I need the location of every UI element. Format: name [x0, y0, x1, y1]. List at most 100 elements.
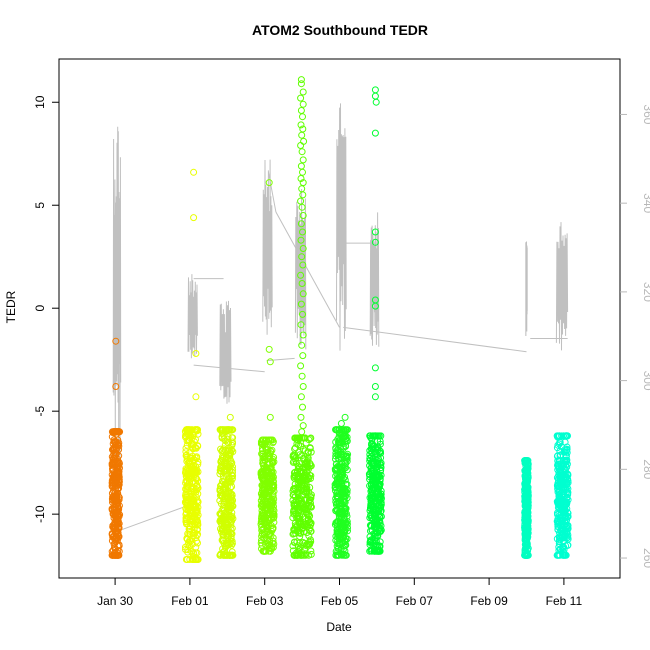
data-point [223, 483, 231, 491]
data-point [115, 542, 123, 550]
y2-tick-label: 320 [641, 282, 650, 302]
data-point [368, 448, 376, 456]
outlier-point [299, 156, 307, 164]
data-point [299, 454, 307, 462]
data-point [342, 551, 350, 559]
data-point [342, 435, 350, 443]
data-point [218, 520, 226, 528]
outlier-point [298, 341, 306, 349]
data-point [115, 428, 123, 436]
data-point [522, 510, 530, 518]
data-point [371, 530, 379, 537]
outlier-point [298, 203, 306, 211]
data-point [219, 493, 226, 501]
data-point [563, 443, 571, 451]
data-point [114, 482, 122, 489]
data-point [223, 520, 231, 528]
data-point [227, 478, 235, 486]
data-point [522, 530, 530, 538]
data-point [261, 519, 268, 527]
data-point [332, 426, 340, 434]
data-point [333, 475, 341, 482]
outlier-point [297, 271, 305, 279]
outlier-point [192, 350, 200, 357]
outlier-point [337, 420, 345, 427]
data-point [341, 537, 349, 545]
data-point [307, 536, 314, 544]
data-point [564, 522, 572, 530]
data-point [297, 499, 305, 507]
data-point [289, 542, 297, 550]
data-point [307, 527, 315, 535]
outlier-point [265, 179, 273, 187]
data-point [523, 469, 531, 477]
data-point [184, 548, 192, 556]
data-point [183, 437, 191, 445]
data-point [372, 475, 380, 483]
line-series-segment [116, 504, 191, 532]
data-point [290, 486, 298, 494]
data-point [113, 428, 120, 436]
data-point [296, 467, 304, 475]
data-point [222, 542, 230, 550]
data-point [557, 475, 565, 483]
data-point [258, 517, 266, 525]
data-point [562, 448, 570, 456]
y-tick-label: -5 [33, 406, 47, 417]
data-point [521, 524, 529, 532]
data-point [184, 541, 192, 549]
data-point [341, 473, 349, 481]
data-point [269, 468, 277, 476]
y-tick-label: 10 [33, 95, 47, 109]
data-point [369, 455, 377, 463]
data-point [369, 470, 377, 478]
data-point [115, 496, 123, 503]
data-point [553, 452, 561, 460]
outlier-point [297, 220, 305, 228]
data-point [193, 549, 201, 557]
data-point [216, 485, 224, 493]
data-point [294, 551, 302, 559]
data-point [304, 449, 312, 457]
data-point [222, 551, 230, 559]
data-point [192, 467, 200, 475]
data-point [264, 510, 272, 518]
line-series-spike [555, 222, 569, 351]
data-point [522, 538, 530, 546]
data-point [258, 473, 265, 481]
data-point [340, 496, 348, 503]
data-point [553, 551, 561, 559]
outlier-point [299, 331, 307, 339]
outlier-point [297, 76, 305, 84]
data-point [217, 510, 225, 517]
data-point [191, 454, 199, 462]
outlier-point [299, 383, 307, 390]
line-series-spike [262, 159, 273, 335]
data-point [260, 483, 268, 491]
line-series-segment [266, 357, 295, 362]
data-point [217, 492, 225, 500]
data-point [108, 548, 116, 556]
data-point [265, 521, 273, 529]
data-point [333, 529, 341, 537]
data-point [226, 448, 234, 456]
data-point [374, 547, 381, 555]
data-point [337, 466, 345, 474]
y-axis-label: TEDR [4, 290, 18, 323]
data-point [340, 452, 348, 460]
data-point [193, 426, 201, 434]
data-point [563, 463, 571, 471]
data-point [554, 511, 561, 518]
data-point [228, 426, 236, 434]
outlier-point [299, 245, 307, 252]
data-point [302, 550, 310, 558]
data-point [367, 512, 375, 520]
data-point [561, 484, 568, 492]
data-point [267, 464, 275, 471]
y2-tick-label: 340 [641, 193, 650, 213]
line-series-segment [275, 211, 340, 328]
data-point [219, 454, 226, 462]
data-point [186, 518, 194, 526]
outlier-point [297, 197, 305, 205]
data-point [182, 452, 190, 460]
